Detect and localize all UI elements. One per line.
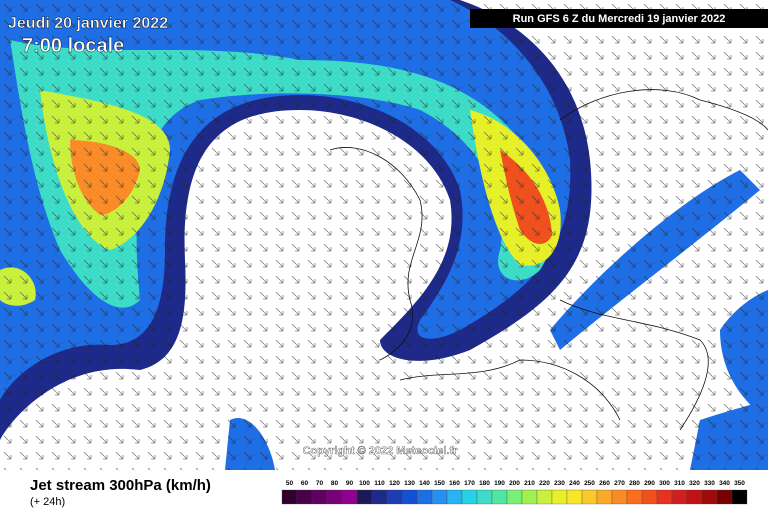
legend-swatch xyxy=(641,489,658,505)
legend-swatch xyxy=(401,489,418,505)
legend-tick-label: 120 xyxy=(389,480,400,487)
legend-tick-label: 190 xyxy=(494,480,505,487)
legend-swatch xyxy=(326,489,343,505)
legend-tick-label: 250 xyxy=(584,480,595,487)
run-label: Run GFS 6 Z du Mercredi 19 janvier 2022 xyxy=(513,13,726,25)
legend-swatch xyxy=(371,489,388,505)
date-label: Jeudi 20 janvier 2022 xyxy=(8,15,168,32)
legend-tick-label: 170 xyxy=(464,480,475,487)
legend-tick-label: 110 xyxy=(374,480,385,487)
legend-swatch xyxy=(731,489,748,505)
legend-tick-label: 70 xyxy=(316,480,324,487)
legend-swatch xyxy=(656,489,673,505)
legend-tick-label: 50 xyxy=(286,480,294,487)
legend-tick-label: 90 xyxy=(346,480,354,487)
legend-tick-label: 340 xyxy=(719,480,730,487)
legend-swatch xyxy=(611,489,628,505)
legend-swatch xyxy=(551,489,568,505)
legend-tick-label: 160 xyxy=(449,480,460,487)
legend-swatch xyxy=(581,489,598,505)
legend-swatch xyxy=(416,489,433,505)
time-label: 7:00 locale xyxy=(22,35,124,57)
legend-tick-label: 290 xyxy=(644,480,655,487)
legend-tick-label: 270 xyxy=(614,480,625,487)
legend-tick-label: 320 xyxy=(689,480,700,487)
legend-swatch xyxy=(281,489,298,505)
legend-tick-label: 180 xyxy=(479,480,490,487)
legend-tick-label: 310 xyxy=(674,480,685,487)
legend-swatch xyxy=(506,489,523,505)
color-legend: 50 60 70 80 90 100 110 120 130 140 150 160 170 180 190… xyxy=(281,480,748,505)
legend-swatch xyxy=(716,489,733,505)
legend-swatch xyxy=(536,489,553,505)
legend-tick-label: 150 xyxy=(434,480,445,487)
legend-tick-label: 330 xyxy=(704,480,715,487)
legend-swatch xyxy=(476,489,493,505)
legend-swatch xyxy=(386,489,403,505)
legend-swatch xyxy=(341,489,358,505)
legend-tick-label: 60 xyxy=(301,480,309,487)
coastlines xyxy=(329,89,768,431)
legend-tick-label: 200 xyxy=(509,480,520,487)
legend-tick-label: 130 xyxy=(404,480,415,487)
legend-tick-label: 300 xyxy=(659,480,670,487)
legend-swatch xyxy=(671,489,688,505)
legend-swatch xyxy=(356,489,373,505)
legend-tick-label: 260 xyxy=(599,480,610,487)
legend-swatch xyxy=(431,489,448,505)
legend-swatch xyxy=(446,489,463,505)
legend-swatch xyxy=(461,489,478,505)
legend-swatch xyxy=(686,489,703,505)
jet-field xyxy=(0,0,768,470)
legend-tick-label: 220 xyxy=(539,480,550,487)
legend-tick-label: 80 xyxy=(331,480,339,487)
copyright: Copyright © 2022 Meteociel.fr xyxy=(303,445,459,457)
legend-swatch xyxy=(701,489,718,505)
legend-swatch xyxy=(626,489,643,505)
legend-tick-label: 350 xyxy=(734,480,745,487)
legend-tick-label: 140 xyxy=(419,480,430,487)
legend-tick-label: 230 xyxy=(554,480,565,487)
legend-swatch xyxy=(596,489,613,505)
legend-swatch xyxy=(566,489,583,505)
footer-title: Jet stream 300hPa (km/h) xyxy=(30,477,211,494)
legend-tick-label: 100 xyxy=(359,480,370,487)
legend-tick-label: 240 xyxy=(569,480,580,487)
legend-swatch xyxy=(296,489,313,505)
legend-swatch xyxy=(491,489,508,505)
legend-tick-label: 280 xyxy=(629,480,640,487)
footer-lead: (+ 24h) xyxy=(30,496,65,508)
run-box xyxy=(470,9,768,28)
legend-swatch xyxy=(521,489,538,505)
legend-swatch xyxy=(311,489,328,505)
legend-tick-label: 210 xyxy=(524,480,535,487)
